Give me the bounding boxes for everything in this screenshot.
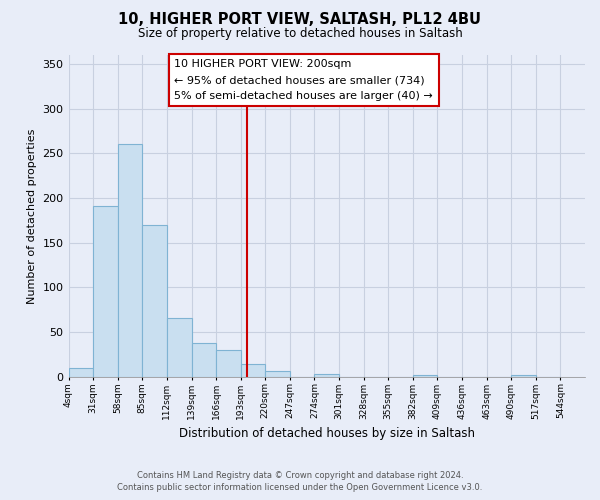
Bar (142, 225, 167, 376)
Bar (93, 206, 118, 376)
Bar (241, 364, 265, 376)
Bar (167, 318, 191, 376)
Bar (511, 375, 536, 376)
Bar (314, 374, 339, 376)
Y-axis label: Number of detached properties: Number of detached properties (27, 128, 37, 304)
Text: 10 HIGHER PORT VIEW: 200sqm
← 95% of detached houses are smaller (734)
5% of sem: 10 HIGHER PORT VIEW: 200sqm ← 95% of det… (174, 60, 433, 100)
Bar (68, 368, 93, 376)
Bar (216, 350, 241, 376)
X-axis label: Distribution of detached houses by size in Saltash: Distribution of detached houses by size … (179, 427, 475, 440)
Bar (265, 372, 290, 376)
Text: Size of property relative to detached houses in Saltash: Size of property relative to detached ho… (137, 28, 463, 40)
Text: Contains HM Land Registry data © Crown copyright and database right 2024.
Contai: Contains HM Land Registry data © Crown c… (118, 471, 482, 492)
Bar (413, 375, 437, 376)
Bar (118, 144, 142, 376)
Bar (191, 343, 216, 376)
Text: 10, HIGHER PORT VIEW, SALTASH, PL12 4BU: 10, HIGHER PORT VIEW, SALTASH, PL12 4BU (119, 12, 482, 28)
